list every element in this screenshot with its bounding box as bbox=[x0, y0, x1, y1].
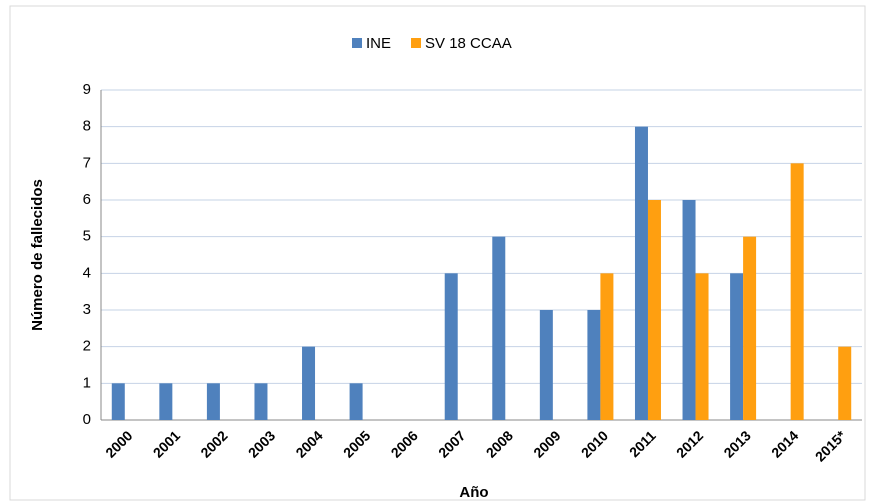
bar bbox=[444, 273, 458, 420]
legend-swatch bbox=[411, 38, 422, 48]
bar bbox=[159, 383, 173, 420]
y-tick-label: 3 bbox=[83, 301, 91, 318]
bar bbox=[682, 200, 696, 420]
y-tick-label: 7 bbox=[83, 154, 91, 171]
bar bbox=[492, 236, 506, 420]
y-tick-label: 6 bbox=[83, 191, 91, 208]
bar bbox=[302, 346, 316, 420]
bar bbox=[695, 273, 709, 420]
legend-label: SV 18 CCAA bbox=[425, 35, 512, 52]
bar bbox=[206, 383, 220, 420]
bar bbox=[743, 236, 757, 420]
bar bbox=[730, 273, 744, 420]
y-tick-label: 5 bbox=[83, 228, 91, 245]
bar bbox=[539, 310, 553, 420]
bar bbox=[254, 383, 268, 420]
y-tick-label: 2 bbox=[83, 338, 91, 355]
bar bbox=[790, 163, 804, 421]
y-tick-label: 4 bbox=[83, 264, 91, 281]
y-tick-label: 8 bbox=[83, 118, 91, 135]
bar bbox=[587, 310, 601, 420]
y-tick-label: 0 bbox=[83, 411, 91, 428]
y-axis-title: Número de fallecidos bbox=[29, 179, 46, 331]
y-tick-label: 9 bbox=[83, 81, 91, 98]
bar bbox=[838, 346, 852, 420]
bar bbox=[111, 383, 125, 420]
x-axis-title: Año bbox=[459, 484, 488, 501]
bar bbox=[349, 383, 363, 420]
bar bbox=[647, 200, 661, 420]
legend-swatch bbox=[352, 38, 362, 48]
chart-frame bbox=[9, 5, 866, 501]
bar bbox=[600, 273, 614, 420]
bar bbox=[634, 126, 648, 421]
y-tick-label: 1 bbox=[83, 374, 91, 391]
legend-label: INE bbox=[366, 35, 391, 52]
